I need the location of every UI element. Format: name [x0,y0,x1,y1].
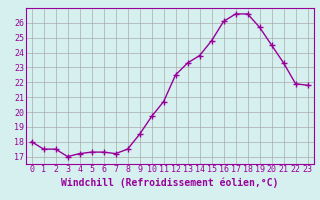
X-axis label: Windchill (Refroidissement éolien,°C): Windchill (Refroidissement éolien,°C) [61,177,278,188]
